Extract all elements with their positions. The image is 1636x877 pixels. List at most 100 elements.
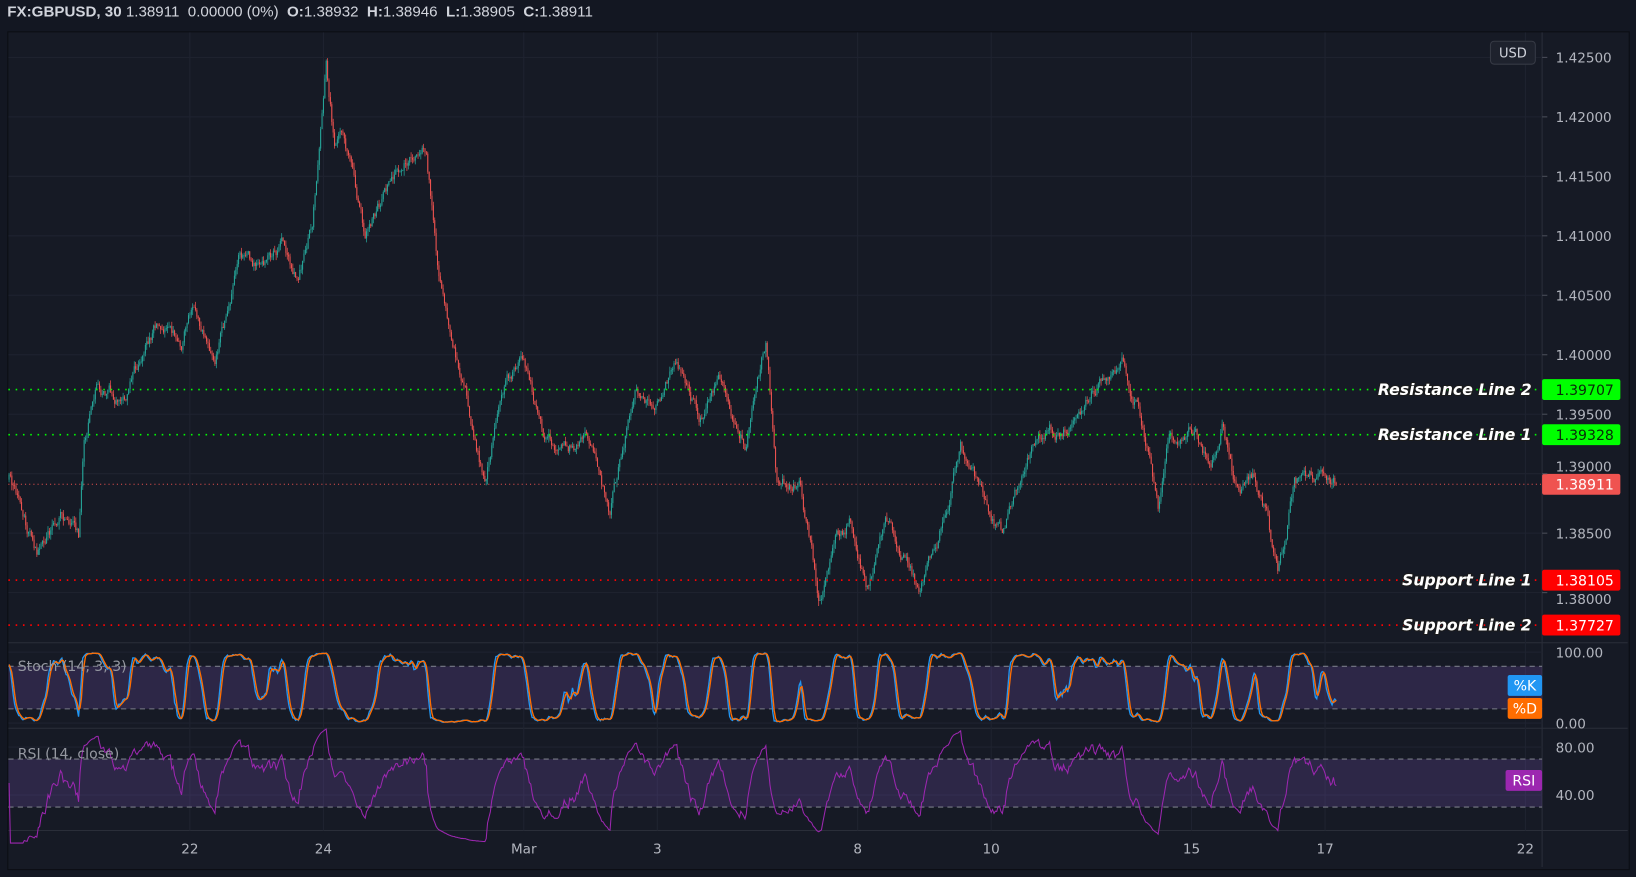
candle <box>790 484 792 493</box>
candle <box>987 504 989 515</box>
candle <box>34 546 36 549</box>
candle <box>986 494 988 506</box>
candle-body <box>673 363 675 369</box>
axes: 22 24 Mar 3 8 10 15 17 221.425001.420001.415001.… <box>181 51 1611 858</box>
candle <box>719 370 721 380</box>
candle <box>1103 374 1105 381</box>
candle-body <box>1175 441 1177 443</box>
candle-body <box>750 419 752 428</box>
candle-body <box>11 475 13 485</box>
low-label: L: <box>445 4 461 21</box>
candle <box>818 590 820 606</box>
candle-body <box>30 531 32 536</box>
candle-body <box>941 522 944 529</box>
candle-body <box>559 447 561 450</box>
candle-body <box>955 461 957 469</box>
candle-body <box>1242 483 1244 490</box>
candle <box>58 516 60 530</box>
candle-body <box>357 198 359 203</box>
candle <box>627 419 629 431</box>
candle <box>578 440 580 448</box>
candle-body <box>182 342 184 350</box>
candle <box>1171 429 1173 443</box>
candle <box>1079 408 1081 416</box>
candle <box>318 146 320 171</box>
symbol-title[interactable]: FX:GBPUSD, 30 <box>7 4 122 21</box>
candle <box>624 435 626 453</box>
candle-body <box>1036 439 1038 441</box>
candle <box>1263 503 1265 509</box>
candle-body <box>1236 483 1238 487</box>
candle <box>907 552 909 568</box>
candle-body <box>840 530 842 537</box>
candle <box>996 522 998 528</box>
candle-body <box>1076 414 1078 418</box>
candle <box>346 148 348 156</box>
candle-body <box>243 255 245 256</box>
candle-body <box>381 199 383 206</box>
candle-body <box>957 460 959 462</box>
candle <box>1120 361 1122 372</box>
candle-body <box>577 444 579 447</box>
candle <box>983 490 985 505</box>
candle <box>656 398 658 406</box>
candle-body <box>953 472 955 482</box>
candle <box>822 590 824 601</box>
chart-frame[interactable] <box>7 31 1630 871</box>
candle <box>954 466 956 476</box>
candle <box>1314 478 1316 486</box>
rsi-label[interactable]: RSI (14, close) <box>18 747 119 763</box>
candle-body <box>539 416 541 419</box>
candle <box>277 247 279 258</box>
candle <box>1270 529 1272 543</box>
candle-body <box>1054 437 1056 440</box>
candle-body <box>423 147 425 149</box>
currency-button[interactable]: USD <box>1489 40 1536 65</box>
candle <box>1142 420 1144 430</box>
candle-body <box>729 401 731 409</box>
candle-body <box>718 374 720 380</box>
candle-body <box>697 407 699 415</box>
candle-body <box>541 418 543 429</box>
candle-body <box>909 566 912 568</box>
candle <box>953 467 955 484</box>
candle-body <box>439 276 441 282</box>
candle <box>228 301 230 314</box>
candle-body <box>1031 446 1033 454</box>
candle <box>940 526 942 536</box>
candle <box>1241 486 1243 494</box>
candle <box>254 261 256 271</box>
candle-body <box>1111 371 1113 376</box>
candle-body <box>626 428 628 436</box>
candle <box>210 346 212 354</box>
candle <box>859 554 861 571</box>
candle <box>1277 555 1279 575</box>
candle <box>239 250 241 260</box>
candle <box>178 337 180 342</box>
candle-body <box>379 205 382 207</box>
candle <box>214 356 216 366</box>
candle <box>1328 474 1330 484</box>
candle-body <box>1241 489 1243 494</box>
stoch-label[interactable]: Stoch (14, 3, 3) <box>18 659 127 675</box>
candle-body <box>546 437 548 438</box>
candle-body <box>352 162 354 168</box>
candle <box>644 396 646 404</box>
candle-body <box>787 487 789 490</box>
candle <box>916 583 918 588</box>
candle-body <box>875 557 877 565</box>
candle-body <box>482 472 484 476</box>
candle-body <box>801 484 803 497</box>
candle-body <box>852 528 854 538</box>
candle-body <box>240 252 242 258</box>
candle-body <box>704 414 706 418</box>
candle <box>978 477 980 487</box>
candle-body <box>1191 428 1193 434</box>
candle <box>1127 373 1129 386</box>
candle-body <box>1095 394 1097 396</box>
candle-body <box>146 341 148 345</box>
candle <box>605 491 607 502</box>
candle-body <box>149 337 151 344</box>
candle <box>883 522 885 534</box>
